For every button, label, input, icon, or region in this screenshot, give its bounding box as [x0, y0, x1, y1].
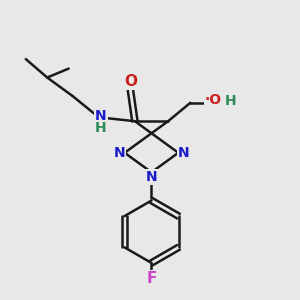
Text: O: O: [124, 74, 137, 89]
Text: ·O: ·O: [205, 93, 222, 107]
Text: N: N: [146, 170, 157, 184]
Text: N: N: [113, 146, 125, 160]
Text: H: H: [224, 94, 236, 108]
Text: F: F: [146, 271, 157, 286]
Text: H: H: [95, 121, 106, 135]
Text: N: N: [178, 146, 190, 160]
Text: N: N: [95, 109, 106, 123]
